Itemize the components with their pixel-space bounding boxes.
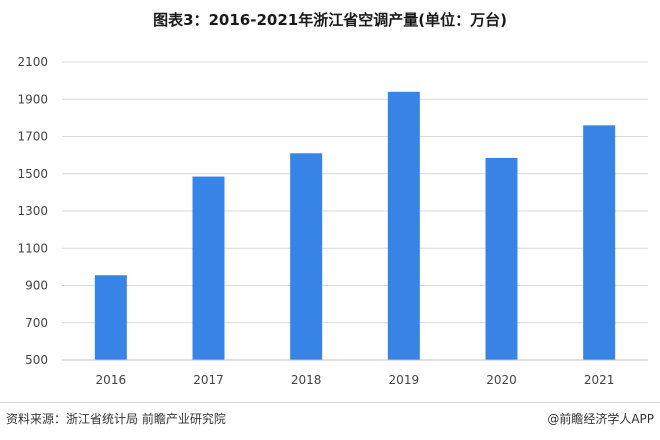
x-tick-label: 2018	[291, 373, 322, 387]
y-tick-label: 500	[25, 353, 48, 367]
bar-2021	[583, 125, 616, 360]
x-tick-label: 2017	[193, 373, 224, 387]
x-tick-label: 2019	[389, 373, 420, 387]
bar-2019	[387, 91, 420, 361]
bar-2018	[290, 153, 323, 360]
credit-note: @前瞻经济学人APP	[547, 412, 654, 426]
bars	[94, 91, 616, 361]
bar-2016	[94, 275, 127, 360]
y-tick-label: 1700	[17, 130, 48, 144]
x-axis-ticks: 2016 2017 2018 2019 2020 2021	[96, 373, 615, 387]
gridlines	[62, 61, 648, 324]
y-tick-label: 1100	[17, 241, 48, 255]
y-tick-label: 900	[25, 279, 48, 293]
bar-2020	[485, 157, 518, 360]
x-tick-label: 2020	[486, 373, 517, 387]
footer-divider	[0, 402, 660, 403]
source-note: 资料来源：浙江省统计局 前瞻产业研究院	[6, 412, 226, 426]
y-tick-label: 700	[25, 316, 48, 330]
x-tick-label: 2016	[96, 373, 127, 387]
bar-chart: 500 700 900 1100 1300 1500 1700 1900 2100 2016 20…	[0, 40, 660, 400]
chart-title: 图表3：2016-2021年浙江省空调产量(单位：万台)	[153, 11, 507, 29]
y-axis-ticks: 500 700 900 1100 1300 1500 1700 1900 2100	[17, 55, 48, 367]
y-tick-label: 2100	[17, 55, 48, 69]
y-tick-label: 1500	[17, 167, 48, 181]
y-tick-label: 1900	[17, 92, 48, 106]
x-tick-label: 2021	[584, 373, 615, 387]
bar-2017	[192, 176, 225, 360]
y-tick-label: 1300	[17, 204, 48, 218]
